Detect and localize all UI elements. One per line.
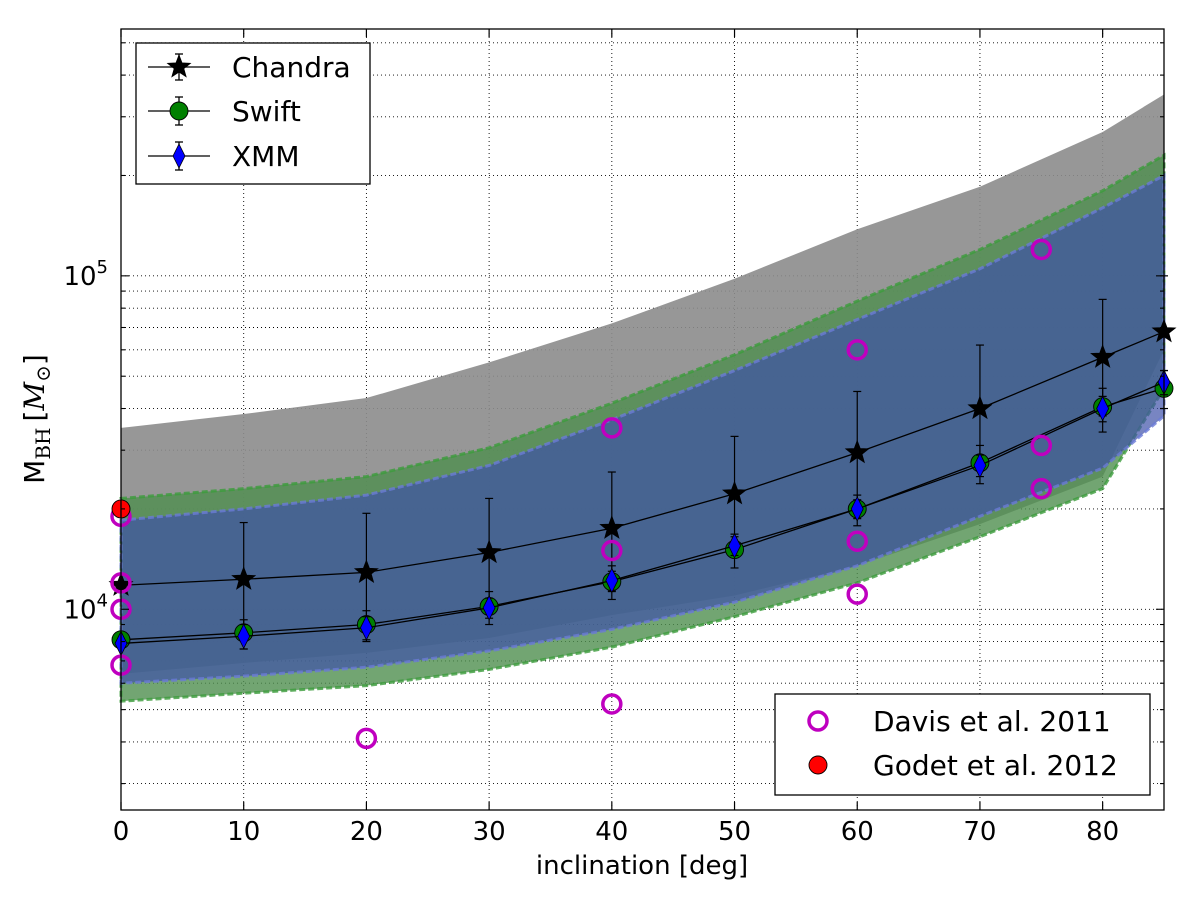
reference-point-davis [846, 583, 868, 605]
legend-marker-godet [808, 755, 828, 775]
data-point-chandra [722, 480, 747, 505]
legend-symbol-swift [169, 101, 189, 121]
data-point-xmm [482, 594, 496, 621]
reference-point-davis [601, 417, 623, 439]
x-tick-label: 40 [595, 817, 628, 847]
y-axis-label-unit: M [18, 381, 51, 412]
y-axis-label-bracket-close: ] [18, 354, 51, 365]
reference-point-davis [846, 339, 868, 361]
data-point-chandra [844, 439, 870, 464]
y-axis-label-main: M [18, 460, 51, 484]
legend-marker-xmm [172, 143, 186, 169]
legend-item-xmm: XMM [148, 140, 300, 173]
y-axis-label-unit-sub: ⊙ [31, 365, 55, 382]
x-tick-label: 20 [350, 817, 383, 847]
legend-label-xmm: XMM [232, 140, 300, 173]
reference-point-davis [1030, 238, 1053, 261]
legend-label-chandra: Chandra [232, 51, 351, 84]
series-line-chandra [120, 331, 1165, 586]
legend-item-godet: Godet et al. 2012 [808, 749, 1118, 782]
legend-item-chandra: Chandra [148, 51, 351, 84]
band-xmm-range [119, 172, 1166, 685]
legend-label-davis: Davis et al. 2011 [873, 705, 1111, 738]
data-point-xmm [237, 623, 251, 650]
range-bands [119, 94, 1166, 703]
data-point-chandra [599, 515, 625, 539]
legend-symbol-godet [808, 755, 828, 775]
data-point-chandra [231, 566, 257, 590]
x-tick-label: 60 [841, 817, 874, 847]
plot-frame [120, 28, 1165, 811]
y-axis-label-sub: BH [31, 428, 55, 460]
data-point-xmm [728, 532, 741, 559]
legend-label-godet: Godet et al. 2012 [873, 749, 1118, 782]
data-point-xmm [850, 496, 864, 522]
reference-point-davis [1030, 477, 1053, 500]
legend-item-davis: Davis et al. 2011 [807, 705, 1111, 738]
data-point-xmm [359, 614, 373, 641]
reference-point-davis [601, 539, 623, 562]
x-tick-label: 50 [718, 817, 751, 847]
data-point-xmm [605, 567, 619, 594]
legend-label-swift: Swift [232, 95, 301, 128]
reference-point-davis [601, 693, 623, 715]
data-point-chandra [967, 395, 993, 420]
reference-point-davis [846, 530, 868, 552]
axis-ticks: 0 10 20 30 40 50 60 70 80 104 105 [63, 29, 1164, 847]
legend-marker-chandra [166, 53, 192, 78]
legend-symbol-davis [807, 710, 829, 732]
y-axis-label: MBH[M⊙] [18, 354, 55, 484]
reference-point-davis [1030, 434, 1053, 457]
legend-marker-swift [169, 101, 189, 121]
x-tick-label: 10 [227, 817, 260, 847]
x-axis-label: inclination [deg] [536, 851, 748, 881]
legend-symbol-chandra [166, 53, 192, 78]
data-point-xmm [973, 452, 987, 479]
data-point-chandra [476, 539, 502, 564]
y-tick-label: 105 [63, 257, 108, 292]
reference-point-davis [355, 727, 378, 750]
legend-symbol-xmm [172, 143, 186, 169]
x-tick-label: 0 [113, 817, 130, 847]
legend-marker-davis [807, 710, 829, 732]
data-point-chandra [1090, 344, 1116, 368]
x-tick-label: 80 [1086, 817, 1119, 847]
x-tick-label: 30 [473, 817, 506, 847]
legend-instruments: Chandra Swift XMM [135, 42, 371, 185]
legend-item-swift: Swift [148, 95, 301, 128]
legend-references-box [774, 693, 1151, 796]
data-point-chandra [353, 559, 379, 584]
legend-references: Davis et al. 2011 Godet et al. 2012 [774, 693, 1151, 796]
x-tick-label: 70 [963, 817, 996, 847]
y-axis-label-bracket-open: [ [18, 411, 51, 422]
data-point-xmm [1096, 395, 1110, 422]
y-tick-label: 104 [63, 590, 108, 625]
